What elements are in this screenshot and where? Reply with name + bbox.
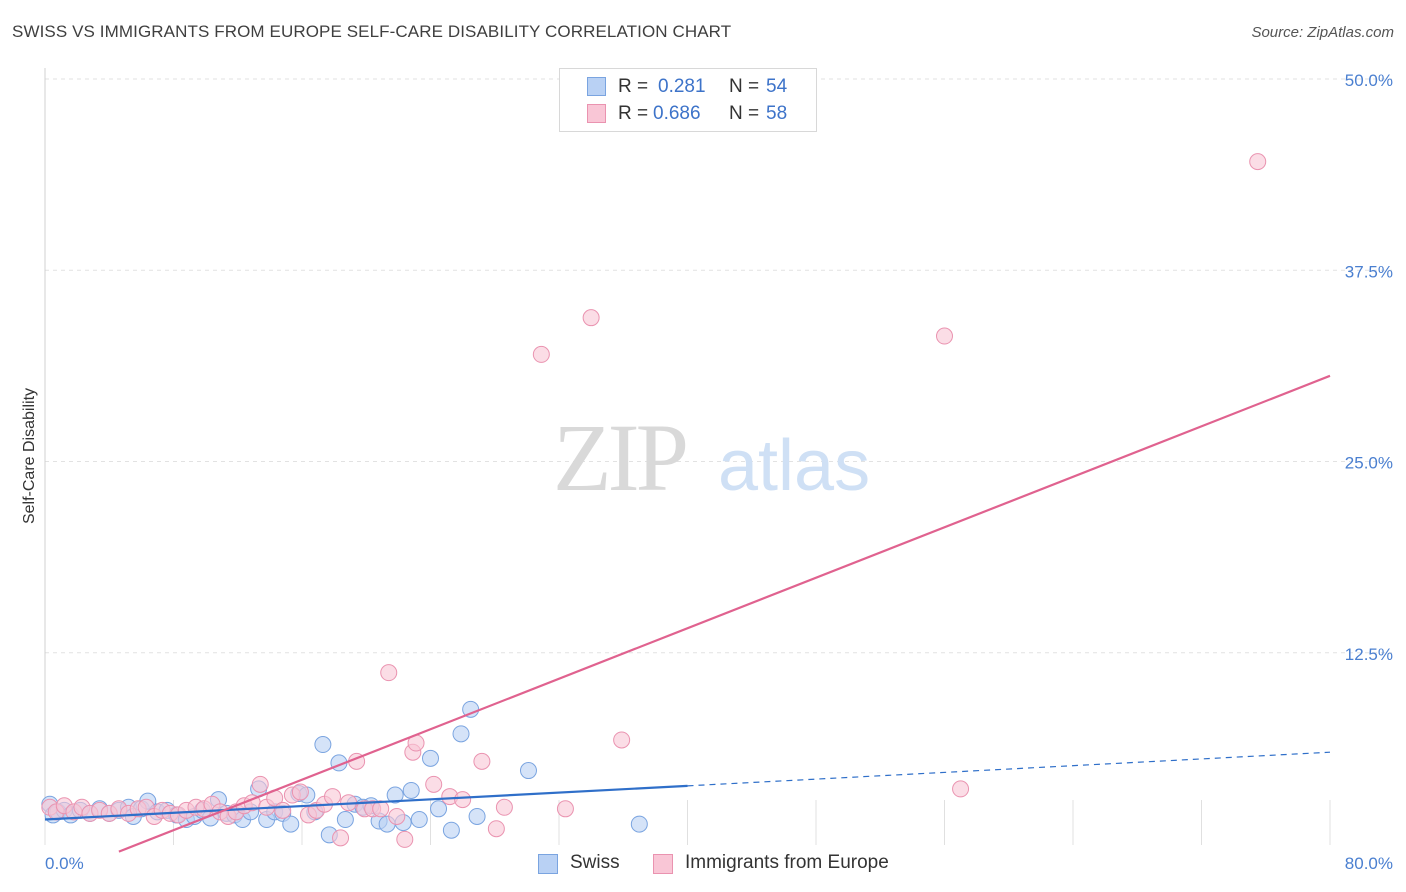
trend-line-swiss-extension bbox=[687, 751, 1331, 787]
point-swiss bbox=[442, 821, 460, 839]
gridlines bbox=[45, 78, 1392, 654]
y-tick-label: 12.5% bbox=[1345, 645, 1393, 664]
point-immigrants bbox=[372, 800, 390, 818]
point-swiss bbox=[386, 786, 404, 804]
y-tick-label: 25.0% bbox=[1345, 454, 1393, 473]
point-immigrants bbox=[396, 830, 414, 848]
source-label: Source: ZipAtlas.com bbox=[1251, 24, 1394, 41]
point-immigrants bbox=[532, 345, 550, 363]
legend-swatch-immigrants bbox=[653, 854, 673, 874]
point-immigrants bbox=[936, 327, 953, 345]
n-label: N = bbox=[729, 76, 760, 97]
y-tick-label: 50.0% bbox=[1345, 71, 1393, 90]
point-immigrants bbox=[487, 820, 505, 838]
point-immigrants bbox=[251, 775, 269, 793]
watermark: ZIP atlas bbox=[553, 404, 870, 511]
point-immigrants bbox=[380, 664, 398, 682]
stats-swatch-swiss bbox=[587, 77, 606, 96]
chart-title: SWISS VS IMMIGRANTS FROM EUROPE SELF-CAR… bbox=[12, 22, 732, 41]
point-swiss bbox=[630, 815, 648, 833]
point-immigrants bbox=[495, 798, 513, 816]
point-immigrants bbox=[324, 788, 342, 806]
point-immigrants bbox=[291, 783, 309, 801]
trend-line-swiss bbox=[44, 784, 688, 821]
point-immigrants bbox=[274, 801, 292, 819]
n-label: N = bbox=[729, 103, 760, 124]
legend-label-swiss: Swiss bbox=[570, 852, 620, 873]
point-immigrants bbox=[425, 775, 443, 793]
r-value: 0.281 bbox=[658, 76, 706, 97]
point-swiss bbox=[430, 800, 448, 818]
stats-row-swiss: R = 0.281 N = 54 bbox=[560, 74, 816, 100]
x-tick-label: 80.0% bbox=[1345, 854, 1393, 873]
stats-row-immigrants: R = 0.686 N = 58 bbox=[560, 101, 816, 127]
watermark-zip: ZIP bbox=[553, 404, 686, 511]
legend-label-immigrants: Immigrants from Europe bbox=[685, 852, 889, 873]
trend-lines bbox=[44, 374, 1331, 853]
stats-swatch-immigrants bbox=[587, 104, 606, 123]
point-immigrants bbox=[388, 807, 406, 825]
point-immigrants bbox=[613, 731, 631, 749]
point-swiss bbox=[468, 807, 486, 825]
point-immigrants bbox=[952, 780, 970, 798]
point-immigrants bbox=[454, 791, 472, 809]
point-swiss bbox=[282, 815, 300, 833]
x-tick-label: 0.0% bbox=[45, 854, 84, 873]
r-value: 0.686 bbox=[653, 103, 701, 124]
point-swiss bbox=[422, 749, 439, 767]
r-label: R = bbox=[618, 103, 649, 124]
point-swiss bbox=[410, 811, 428, 829]
y-axis-label: Self-Care Disability bbox=[21, 388, 38, 524]
y-tick-label: 37.5% bbox=[1345, 262, 1393, 281]
trend-line-immigrants bbox=[118, 374, 1331, 853]
n-value: 58 bbox=[766, 103, 788, 124]
point-immigrants bbox=[332, 829, 350, 847]
r-label: R = bbox=[618, 76, 649, 97]
tick-labels: 12.5% 25.0% 37.5% 50.0% 0.0% 80.0% bbox=[45, 71, 1393, 873]
point-immigrants bbox=[473, 752, 491, 770]
stats-box: R = 0.281 N = 54 R = 0.686 N = 58 bbox=[559, 68, 817, 132]
point-swiss bbox=[314, 736, 332, 754]
data-points bbox=[41, 153, 1267, 848]
point-swiss bbox=[336, 811, 354, 829]
point-immigrants bbox=[1249, 153, 1267, 171]
n-value: 54 bbox=[766, 76, 788, 97]
point-immigrants bbox=[556, 800, 574, 818]
watermark-atlas: atlas bbox=[718, 426, 870, 506]
point-swiss bbox=[452, 725, 470, 743]
point-swiss bbox=[402, 781, 420, 799]
legend-swatch-swiss bbox=[538, 854, 558, 874]
point-immigrants bbox=[582, 309, 600, 327]
axes bbox=[44, 68, 1331, 845]
point-swiss bbox=[519, 762, 537, 780]
